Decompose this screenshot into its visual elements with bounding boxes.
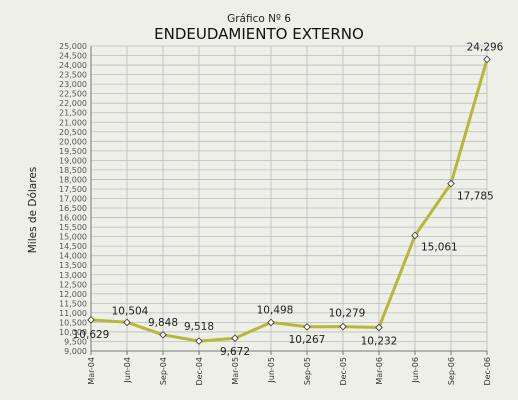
- data-label: 24,296: [467, 41, 504, 53]
- y-tick-label: 15,000: [59, 233, 87, 242]
- data-point: [339, 322, 347, 331]
- y-tick-label: 23,500: [59, 71, 87, 80]
- x-tick-label: Mar-05: [231, 357, 240, 385]
- x-tick-label: Dec-05: [339, 357, 348, 386]
- y-tick-label: 10,500: [59, 318, 87, 327]
- y-tick-label: 24,000: [59, 61, 87, 70]
- data-label: 9,518: [184, 321, 214, 333]
- data-label: 10,504: [112, 305, 149, 317]
- x-tick-label: Sep-06: [447, 357, 456, 385]
- data-point: [123, 318, 131, 327]
- y-tick-label: 15,500: [59, 223, 87, 232]
- x-tick-label: Dec-06: [483, 357, 492, 386]
- data-point: [267, 318, 275, 327]
- y-tick-label: 21,500: [59, 109, 87, 118]
- data-points: [87, 55, 491, 345]
- series-line: [90, 58, 489, 343]
- y-tick-label: 22,000: [59, 99, 87, 108]
- y-tick-label: 14,500: [59, 242, 87, 251]
- data-label: 10,232: [361, 336, 398, 348]
- x-tick-label: Mar-04: [87, 357, 96, 385]
- data-label: 10,498: [257, 304, 294, 316]
- y-tick-label: 13,500: [59, 261, 87, 270]
- data-label: 9,672: [220, 346, 250, 358]
- data-point: [483, 55, 491, 64]
- data-label: 17,785: [457, 191, 494, 203]
- y-tick-label: 17,500: [59, 185, 87, 194]
- y-tick-label: 12,500: [59, 280, 87, 289]
- data-point: [303, 323, 311, 331]
- y-tick-label: 19,000: [59, 156, 87, 165]
- x-tick-label: Sep-05: [303, 357, 312, 385]
- x-tick-label: Sep-04: [159, 357, 168, 385]
- x-tick-label: Mar-06: [375, 357, 384, 385]
- y-tick-label: 23,000: [59, 80, 87, 89]
- y-tick-label: 9,000: [64, 347, 87, 356]
- y-tick-label: 17,000: [59, 195, 87, 204]
- data-point: [231, 334, 239, 342]
- y-tick-label: 11,000: [59, 309, 87, 318]
- y-tick-label: 11,500: [59, 299, 87, 308]
- y-tick-label: 10,000: [59, 328, 87, 337]
- chart-subtitle: Gráfico Nº 6: [227, 13, 291, 25]
- x-tick-label: Dec-04: [195, 357, 204, 386]
- y-tick-label: 13,000: [59, 271, 87, 280]
- x-tick-label: Jun-05: [267, 357, 276, 384]
- y-axis-label: Miles de Dólares: [27, 167, 39, 254]
- axes: [90, 46, 488, 355]
- x-tick-labels: Mar-04 Jun-04 Sep-04 Dec-04 Mar-05 Jun-05 Sep-…: [87, 357, 492, 386]
- data-point: [447, 179, 455, 188]
- y-tick-label: 25,000: [59, 42, 87, 51]
- y-tick-label: 21,000: [59, 118, 87, 127]
- y-tick-label: 20,000: [59, 137, 87, 146]
- y-tick-label: 16,500: [59, 204, 87, 213]
- data-label: 9,848: [148, 317, 178, 329]
- chart-title: ENDEUDAMIENTO EXTERNO: [154, 25, 364, 43]
- y-tick-label: 16,000: [59, 214, 87, 223]
- x-tick-label: Jun-04: [123, 357, 132, 384]
- y-tick-label: 18,500: [59, 166, 87, 175]
- y-tick-label: 20,500: [59, 128, 87, 137]
- y-tick-label: 24,500: [59, 52, 87, 61]
- y-tick-labels: 9,0009,50010,00010,50011,00011,50012,000…: [59, 42, 87, 356]
- y-tick-label: 9,500: [64, 337, 87, 346]
- series-polyline: [90, 58, 489, 343]
- data-label: 10,279: [329, 308, 366, 320]
- data-label: 15,061: [421, 241, 458, 253]
- y-tick-label: 14,000: [59, 252, 87, 261]
- data-point: [375, 323, 383, 332]
- data-label: 10,267: [289, 334, 326, 346]
- x-tick-label: Jun-06: [411, 357, 420, 384]
- data-point: [195, 337, 203, 345]
- data-point: [159, 331, 167, 339]
- data-point: [87, 316, 95, 324]
- y-tick-label: 19,500: [59, 147, 87, 156]
- data-point: [411, 231, 419, 240]
- y-tick-label: 18,000: [59, 175, 87, 184]
- data-label: 10,629: [73, 329, 110, 341]
- y-tick-label: 22,500: [59, 90, 87, 99]
- y-tick-label: 12,000: [59, 290, 87, 299]
